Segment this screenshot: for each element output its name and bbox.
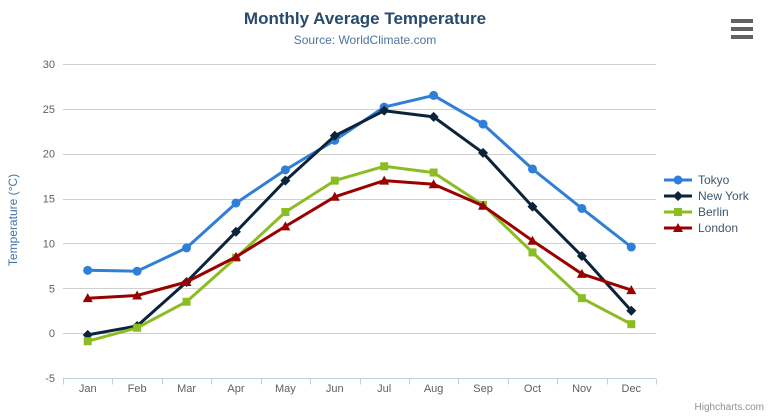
data-point-new-york-oct[interactable] — [527, 201, 538, 212]
data-point-berlin-may[interactable] — [281, 208, 290, 217]
legend-marker-circle-icon — [664, 175, 692, 185]
x-axis-label: Feb — [128, 383, 147, 395]
data-point-tokyo-jan[interactable] — [83, 265, 93, 275]
legend: Tokyo New York Berlin London — [663, 172, 749, 236]
data-point-london-feb[interactable] — [132, 290, 143, 300]
hamburger-menu-icon — [731, 19, 753, 39]
series-line-london[interactable] — [86, 179, 633, 300]
data-point-new-york-jul[interactable] — [379, 105, 390, 116]
data-point-berlin-aug[interactable] — [429, 168, 438, 177]
data-point-london-oct[interactable] — [527, 235, 538, 245]
data-point-new-york-aug[interactable] — [428, 111, 439, 122]
series-new-york — [82, 105, 637, 340]
chart-context-menu-button[interactable] — [731, 19, 753, 42]
credit-link[interactable]: Highcharts.com — [694, 402, 764, 413]
x-axis-label: Aug — [424, 383, 444, 395]
data-point-tokyo-mar[interactable] — [182, 243, 192, 253]
x-axis-label: Jun — [326, 383, 344, 395]
data-point-london-jun[interactable] — [329, 191, 340, 201]
data-point-new-york-may[interactable] — [280, 175, 291, 186]
series-london — [82, 175, 637, 303]
data-point-london-apr[interactable] — [230, 251, 241, 261]
data-point-tokyo-oct[interactable] — [527, 164, 537, 174]
x-axis-label: May — [275, 383, 296, 395]
y-axis-label: 30 — [43, 59, 55, 71]
y-axis-label: 0 — [49, 328, 55, 340]
y-axis-label: 5 — [49, 283, 55, 295]
data-point-new-york-nov[interactable] — [576, 250, 587, 261]
legend-label: Tokyo — [698, 173, 730, 187]
data-point-london-sep[interactable] — [478, 200, 489, 210]
data-point-tokyo-aug[interactable] — [429, 90, 439, 100]
data-point-london-mar[interactable] — [181, 277, 192, 287]
legend-marker-square-icon — [664, 208, 692, 216]
data-point-london-nov[interactable] — [576, 268, 587, 278]
data-point-berlin-jan[interactable] — [83, 337, 92, 346]
data-point-new-york-dec[interactable] — [626, 305, 637, 316]
legend-marker-shape[interactable] — [674, 208, 682, 216]
x-axis-label: Jul — [377, 383, 391, 395]
y-axis-label: 10 — [43, 238, 55, 250]
data-point-berlin-jun[interactable] — [330, 176, 339, 185]
data-point-tokyo-apr[interactable] — [231, 198, 241, 208]
chart-title: Monthly Average Temperature — [243, 9, 487, 28]
legend-label: London — [698, 221, 739, 235]
data-point-berlin-dec[interactable] — [627, 320, 636, 329]
legend-item-tokyo[interactable]: Tokyo — [663, 172, 749, 188]
legend-marker-shape[interactable] — [673, 223, 683, 232]
data-point-tokyo-nov[interactable] — [577, 203, 587, 213]
legend-item-london[interactable]: London — [663, 220, 749, 236]
x-axis-label: Oct — [524, 383, 541, 395]
x-axis-label: Sep — [473, 383, 493, 395]
y-axis-label: 25 — [43, 104, 55, 116]
chart-subtitle: Source: WorldClimate.com — [293, 33, 437, 47]
legend-label: New York — [698, 189, 749, 203]
data-point-tokyo-sep[interactable] — [478, 119, 488, 129]
legend-marker-shape[interactable] — [673, 175, 683, 185]
x-axis-label: Jan — [79, 383, 97, 395]
data-point-london-jul[interactable] — [379, 175, 390, 185]
legend-marker-shape[interactable] — [673, 191, 683, 201]
data-point-london-aug[interactable] — [428, 179, 439, 189]
data-point-tokyo-dec[interactable] — [626, 242, 636, 252]
legend-item-berlin[interactable]: Berlin — [663, 204, 749, 220]
x-axis-label: Dec — [622, 383, 642, 395]
data-point-berlin-mar[interactable] — [182, 297, 191, 306]
legend-marker-triangle-icon — [664, 223, 692, 232]
data-point-berlin-nov[interactable] — [577, 294, 586, 303]
data-point-new-york-jun[interactable] — [329, 130, 340, 141]
data-point-tokyo-feb[interactable] — [132, 266, 142, 276]
y-axis-label: 15 — [43, 194, 55, 206]
series-line-new-york[interactable] — [86, 109, 633, 337]
data-point-new-york-apr[interactable] — [230, 226, 241, 237]
data-point-new-york-sep[interactable] — [478, 147, 489, 158]
legend-label: Berlin — [698, 205, 729, 219]
y-axis-label: -5 — [45, 373, 55, 385]
data-point-berlin-jul[interactable] — [380, 162, 389, 171]
data-point-london-jan[interactable] — [82, 293, 93, 303]
series-berlin — [83, 162, 636, 346]
data-point-london-dec[interactable] — [626, 285, 637, 295]
x-axis-label: Mar — [177, 383, 196, 395]
legend-item-new-york[interactable]: New York — [663, 188, 749, 204]
data-point-tokyo-may[interactable] — [280, 165, 290, 175]
data-point-london-may[interactable] — [280, 221, 291, 231]
legend-marker-diamond-icon — [664, 191, 692, 201]
x-axis-label: Nov — [572, 383, 592, 395]
series-line-berlin[interactable] — [86, 164, 633, 343]
y-axis-label: 20 — [43, 149, 55, 161]
data-point-berlin-feb[interactable] — [133, 323, 142, 332]
series-tokyo — [83, 90, 636, 276]
data-point-berlin-oct[interactable] — [528, 248, 537, 257]
x-axis-label: Apr — [227, 383, 244, 395]
